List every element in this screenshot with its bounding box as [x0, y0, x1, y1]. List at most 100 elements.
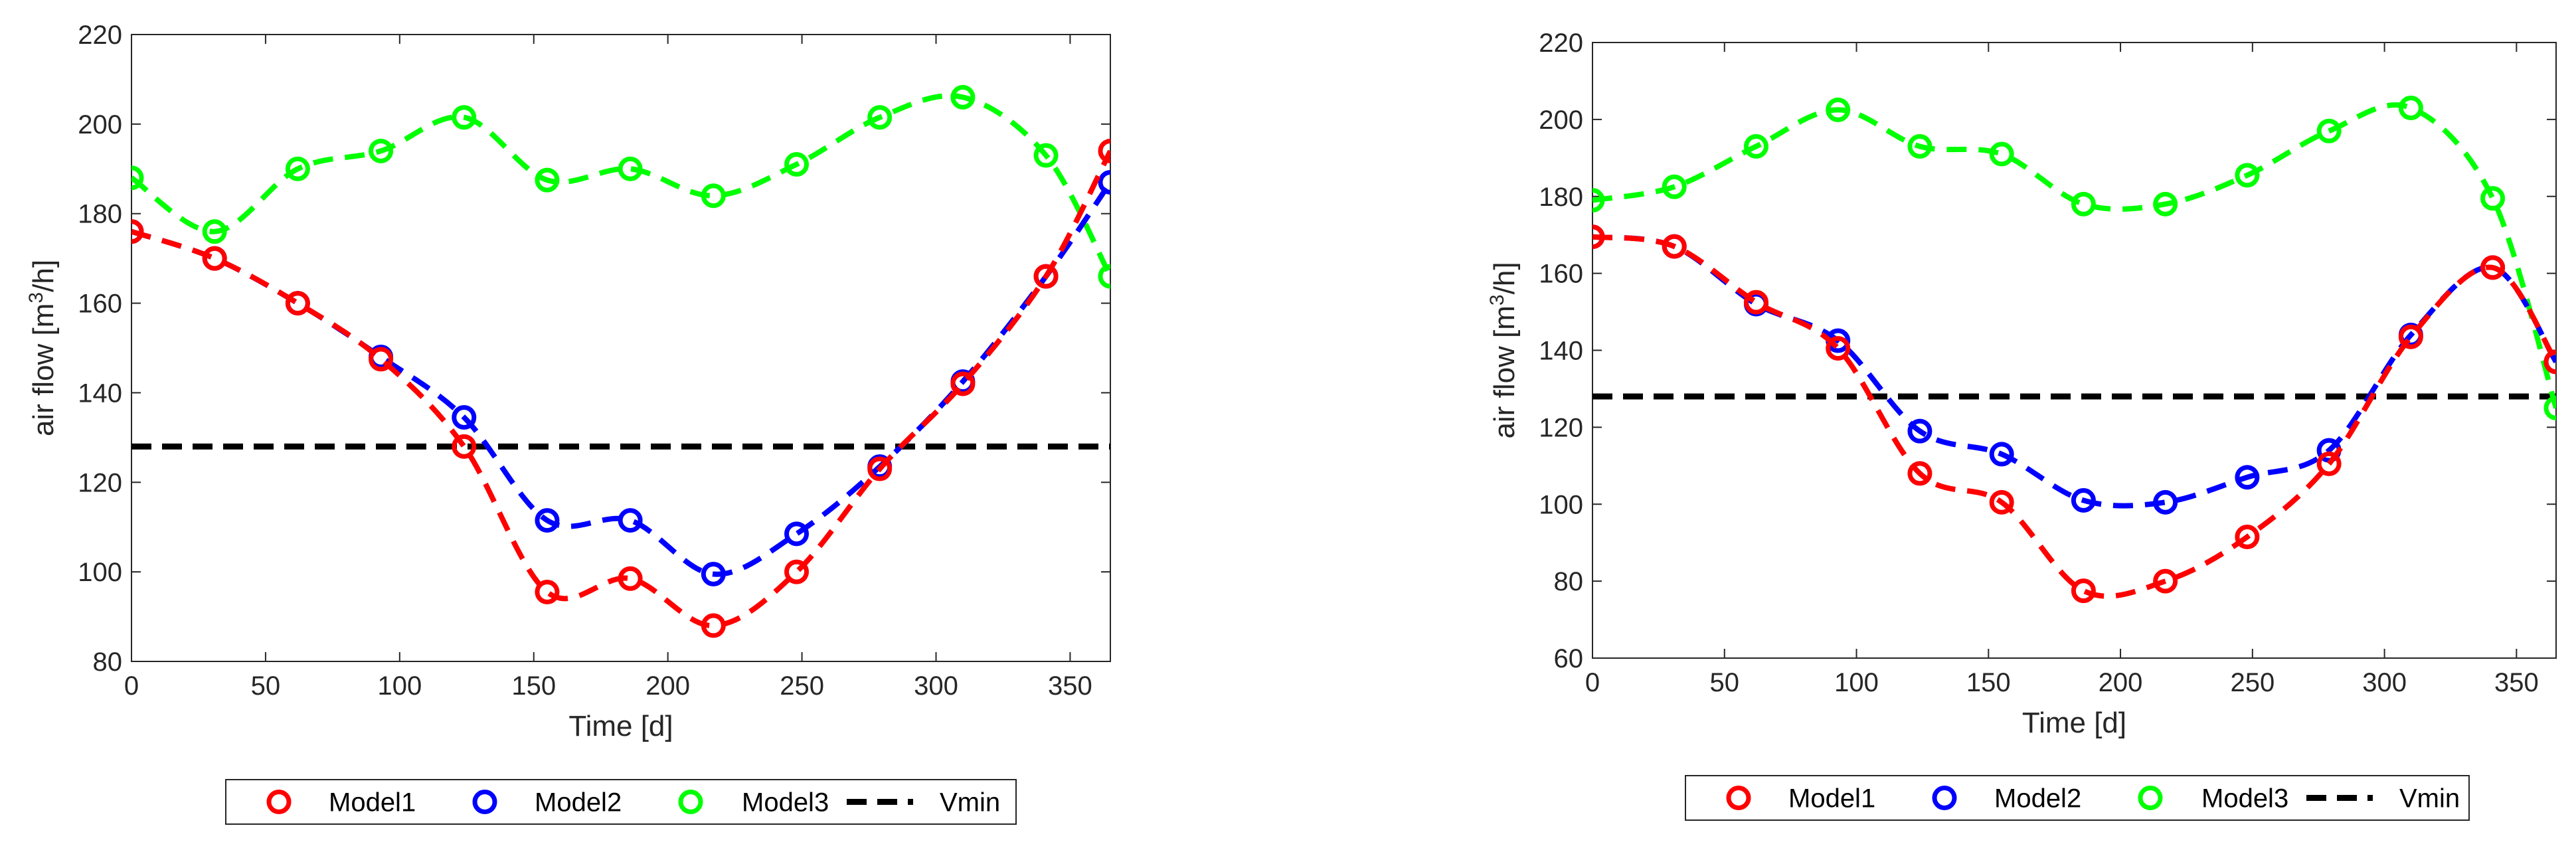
data-point-model2 [535, 508, 560, 533]
legend-swatch-model3 [2138, 786, 2163, 810]
data-point-model3 [701, 183, 726, 209]
legend-label-model2: Model2 [535, 788, 622, 817]
x-tick-label: 50 [251, 671, 281, 701]
data-point-model3 [2316, 118, 2342, 143]
legend-swatch-model3 [678, 790, 703, 814]
chart-right: 0 50 100 150 200 250 300 350 60 80 100 120 140 160 180… [1486, 29, 2557, 821]
data-point-model3 [202, 219, 227, 244]
chart-left: 0 50 100 150 200 250 300 350 80 100 120 140 160 180 20… [25, 21, 1111, 825]
data-point-model3 [2398, 95, 2423, 120]
data-point-model3 [285, 156, 310, 181]
x-tick-label: 50 [1710, 668, 1740, 697]
x-tick-label: 200 [645, 671, 690, 701]
data-point-model1 [2480, 255, 2506, 280]
data-point-model3 [1743, 133, 1768, 159]
y-tick-label: 200 [78, 110, 122, 139]
data-point-model1 [131, 219, 144, 244]
legend-label-vmin: Vmin [940, 788, 1000, 817]
data-point-model3 [1662, 174, 1687, 199]
data-point-model3 [452, 105, 477, 130]
y-tick-label: 200 [1539, 106, 1583, 135]
y-axis-label: air flow [m3/h] [25, 260, 60, 436]
y-tick-label: 80 [1554, 567, 1584, 596]
y-tick-label: 220 [78, 21, 122, 50]
data-point-model3 [867, 105, 893, 130]
series-line-model3 [1592, 102, 2556, 409]
data-point-model3 [2153, 191, 2178, 216]
y-axis-label: air flow [m3/h] [1486, 262, 1521, 438]
data-point-model3 [2543, 395, 2556, 420]
data-point-model1 [452, 434, 477, 459]
y-tick-label: 120 [1539, 413, 1583, 442]
data-point-model3 [1907, 133, 1932, 159]
legend: Model1 Model2 Model3 Vmin [1685, 775, 2470, 821]
data-point-model1 [285, 291, 310, 316]
data-point-model3 [1989, 141, 2014, 167]
data-point-model1 [2316, 451, 2342, 476]
data-point-model1 [2071, 578, 2096, 604]
y-tick-label: 160 [78, 290, 122, 319]
data-point-model2 [2235, 465, 2260, 490]
x-tick-label: 300 [2362, 668, 2407, 697]
y-tick-label: 120 [78, 468, 122, 497]
data-point-model2 [1907, 418, 1932, 444]
y-tick-label: 160 [1539, 260, 1583, 289]
legend-label-model1: Model1 [329, 788, 416, 817]
data-point-model3 [618, 156, 643, 181]
x-tick-label: 150 [1966, 668, 2011, 697]
data-point-model3 [1098, 264, 1110, 289]
data-point-model1 [950, 371, 976, 396]
data-point-model3 [1826, 97, 1851, 122]
plot-area [1592, 95, 2556, 604]
data-point-model1 [2398, 324, 2423, 349]
data-point-model1 [867, 456, 893, 481]
legend-swatch-model1 [266, 790, 292, 814]
x-tick-label: 150 [511, 671, 556, 701]
data-point-model1 [1743, 290, 1768, 315]
data-point-model1 [701, 613, 726, 638]
data-point-model2 [618, 508, 643, 533]
data-point-model3 [1033, 143, 1059, 168]
data-point-model1 [1033, 264, 1059, 289]
data-point-model1 [1826, 336, 1851, 361]
data-point-model1 [784, 559, 810, 584]
x-tick-label: 100 [377, 671, 422, 701]
x-tick-label: 200 [2099, 668, 2143, 697]
x-tick-label: 300 [914, 671, 958, 701]
y-tick-label: 80 [93, 647, 123, 677]
data-point-model1 [2543, 349, 2556, 375]
data-point-model3 [369, 138, 394, 163]
legend-label-model3: Model3 [742, 788, 829, 817]
data-point-model3 [2071, 191, 2096, 216]
data-point-model1 [2153, 568, 2178, 594]
data-point-model3 [131, 165, 144, 191]
y-tick-label: 220 [1539, 29, 1583, 58]
y-tick-label: 60 [1554, 644, 1584, 673]
legend-swatch-model2 [472, 790, 497, 814]
data-point-model1 [535, 579, 560, 604]
data-point-model1 [202, 246, 227, 271]
data-point-model2 [1098, 170, 1110, 195]
data-point-model1 [369, 347, 394, 372]
data-point-model1 [2235, 524, 2260, 549]
data-point-model1 [1662, 234, 1687, 259]
x-tick-label: 100 [1834, 668, 1879, 697]
data-point-model1 [618, 566, 643, 591]
data-point-model3 [2480, 186, 2506, 211]
data-point-model2 [784, 521, 810, 547]
x-axis-label: Time [d] [2022, 707, 2126, 739]
data-point-model1 [1989, 489, 2014, 515]
y-tick-label: 140 [78, 379, 122, 408]
data-point-model3 [950, 84, 976, 110]
axes-box [131, 34, 1111, 662]
legend-swatch-model2 [1932, 786, 1957, 810]
data-point-model1 [1098, 138, 1110, 163]
data-point-model2 [2153, 489, 2178, 515]
legend-label-model1: Model1 [1788, 784, 1875, 813]
data-point-model2 [701, 562, 726, 587]
x-tick-label: 350 [1048, 671, 1092, 701]
y-tick-label: 140 [1539, 337, 1583, 366]
legend-label-model2: Model2 [1994, 784, 2081, 813]
legend-label-model3: Model3 [2201, 784, 2288, 813]
